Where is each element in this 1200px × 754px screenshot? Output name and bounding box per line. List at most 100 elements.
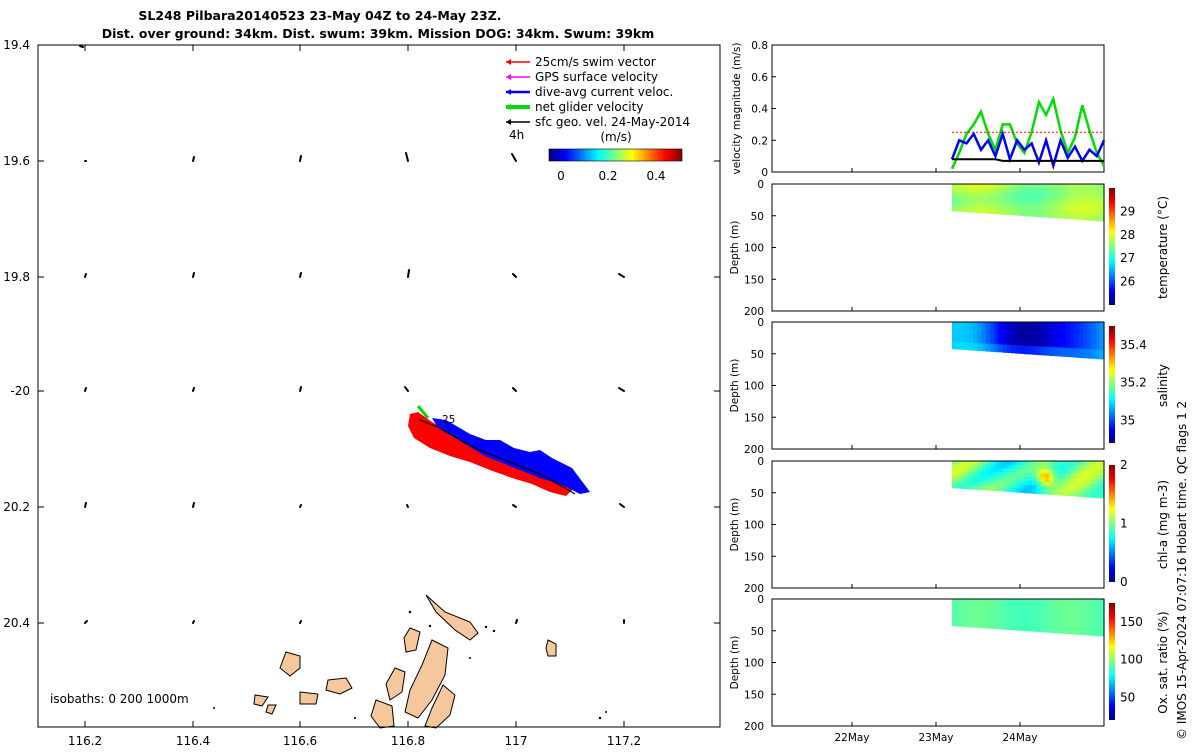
profile-cell — [1087, 488, 1092, 494]
profile-cell — [964, 190, 970, 195]
profile-cell — [1078, 492, 1084, 497]
profile-cell — [1036, 204, 1042, 209]
profile-cell — [1070, 478, 1075, 484]
profile-cell — [960, 467, 966, 472]
profile-cell — [977, 339, 983, 344]
profile-cell — [1066, 478, 1071, 484]
profile-y-tick-label: 50 — [751, 349, 764, 361]
profile-cell — [1061, 486, 1067, 492]
profile-cell — [1036, 334, 1042, 339]
profile-cell — [998, 195, 1004, 200]
profile-cell — [1095, 197, 1101, 203]
profile-cell — [1044, 322, 1050, 327]
map-x-tick-label: 116.8 — [391, 734, 425, 748]
profile-cell — [1091, 621, 1097, 627]
profile-cell — [1074, 348, 1080, 354]
profile-cell — [1049, 619, 1054, 625]
profile-cell — [1015, 345, 1021, 350]
profile-cell — [968, 191, 974, 196]
profile-cell — [952, 200, 957, 205]
profile-cell — [964, 474, 970, 479]
profile-cell — [985, 347, 991, 352]
profile-cell — [1015, 191, 1021, 197]
profile-cell — [1066, 616, 1071, 622]
profile-cell — [964, 332, 970, 337]
profile-cell — [1087, 335, 1092, 341]
profile-cell — [985, 486, 991, 491]
profile-y-tick-label: 0 — [757, 594, 764, 606]
map-x-tick-label: 116.2 — [68, 734, 102, 748]
profile-cell — [1019, 484, 1025, 489]
profile-cell — [1011, 207, 1016, 212]
profile-cell — [981, 339, 987, 345]
profile-ylabel: Depth (m) — [729, 636, 741, 690]
profile-cell — [977, 343, 983, 348]
profile-cell — [1011, 184, 1016, 189]
profile-cell — [1028, 480, 1033, 486]
profile-cell — [985, 482, 991, 487]
profile-cell — [1002, 461, 1008, 466]
profile-cell — [968, 325, 974, 330]
profile-cell — [1099, 479, 1105, 485]
geo-vel-arrow — [192, 272, 195, 278]
profile-cell — [985, 325, 991, 330]
profile-cell — [990, 206, 995, 211]
profile-cell — [1040, 208, 1046, 214]
profile-cell — [964, 467, 970, 472]
profile-cell — [1028, 603, 1033, 608]
profile-cell — [1019, 610, 1025, 616]
profile-cell — [1074, 214, 1080, 220]
profile-cell — [1036, 350, 1042, 356]
profile-cell — [1044, 623, 1050, 629]
speed-colorbar-ticks: 0 0.2 0.4 — [557, 169, 665, 183]
profile-cell — [1019, 464, 1025, 470]
profile-cell — [1032, 346, 1037, 351]
profile-cell — [1011, 468, 1016, 474]
profile-cell — [1070, 343, 1075, 349]
profile-cell — [994, 340, 999, 345]
profile-cell — [1091, 353, 1097, 359]
profile-cell — [1044, 346, 1050, 352]
profile-cell — [990, 340, 995, 345]
profile-cell — [968, 329, 974, 334]
profile-cell — [1036, 461, 1042, 466]
profile-cell — [1087, 483, 1092, 489]
profile-cell — [1066, 473, 1071, 479]
profile-cell — [1099, 484, 1105, 490]
profile-cell — [1006, 184, 1012, 189]
profile-cell — [994, 472, 999, 477]
profile-cell — [968, 623, 974, 628]
profile-cell — [960, 194, 966, 199]
profile-cell — [1036, 489, 1042, 495]
profile-cell — [1066, 209, 1071, 215]
profile-cell — [1070, 629, 1075, 635]
profile-cell — [1066, 603, 1071, 609]
profile-cell — [1074, 326, 1080, 332]
profile-cell — [1019, 614, 1025, 620]
profile-cell — [1019, 329, 1025, 335]
profile-cell — [1032, 200, 1037, 205]
profile-cell — [952, 204, 957, 208]
profile-cell — [994, 617, 999, 622]
profile-cell — [981, 194, 987, 199]
profile-cell — [1002, 476, 1008, 481]
profile-cell — [973, 208, 978, 213]
vel-y-tick-label: 0.6 — [751, 72, 768, 84]
profile-cell — [956, 190, 961, 195]
colorbar-unit: (m/s) — [600, 130, 631, 144]
profile-cell — [1049, 481, 1054, 487]
profile-cell — [960, 622, 966, 627]
profile-cell — [990, 322, 995, 327]
profile-y-tick-label: 150 — [744, 689, 764, 701]
profile-cell — [973, 336, 978, 341]
profile-cell — [1032, 461, 1037, 466]
profile-cell — [952, 332, 957, 336]
profile-cell — [1061, 628, 1067, 634]
profile-cell — [1095, 603, 1101, 609]
profile-cell — [1099, 188, 1105, 194]
profile-cell — [990, 610, 995, 615]
profile-cell — [985, 340, 991, 345]
profile-cell — [1053, 469, 1059, 475]
profile-cell — [977, 191, 983, 196]
profile-cell — [1078, 322, 1084, 327]
